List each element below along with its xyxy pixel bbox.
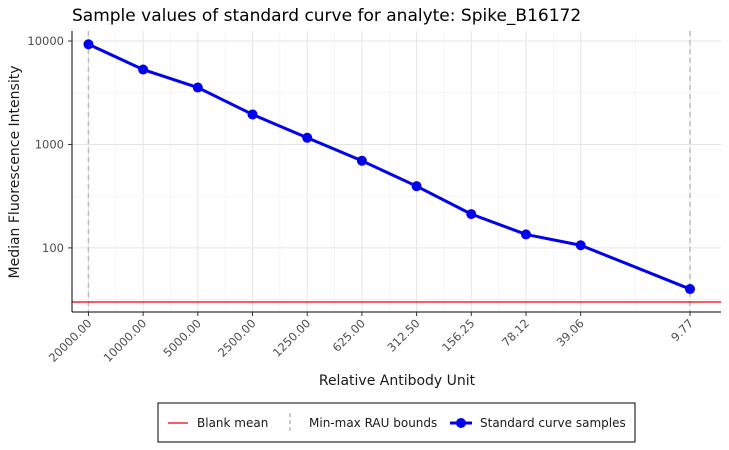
legend-key-series-point <box>456 418 466 428</box>
x-axis-title: Relative Antibody Unit <box>319 373 476 389</box>
x-tick-label: 156.25 <box>439 316 477 354</box>
x-tick-label: 78.12 <box>499 316 532 349</box>
data-point <box>520 229 531 240</box>
rau-bounds <box>87 31 691 312</box>
data-point <box>302 132 313 143</box>
y-axis-title: Median Fluorescence Intensity <box>7 66 23 279</box>
axes <box>71 31 721 313</box>
y-tick-label: 10000 <box>27 34 64 48</box>
legend-box <box>157 402 636 443</box>
x-tick-label: 625.00 <box>330 316 368 354</box>
data-point <box>356 155 367 166</box>
data-point <box>138 64 149 75</box>
legend-label-series: Standard curve samples <box>480 416 626 430</box>
y-tick-label: 100 <box>42 241 64 255</box>
data-point <box>83 39 94 50</box>
x-tick-label: 9.77 <box>668 316 696 344</box>
legend: Blank mean Min-max RAU bounds Standard cur… <box>157 402 636 443</box>
data-point <box>685 284 696 295</box>
data-point <box>192 82 203 93</box>
x-tick-label: 20000.00 <box>46 316 95 365</box>
chart-title: Sample values of standard curve for anal… <box>72 6 581 26</box>
legend-label-rau-bounds: Min-max RAU bounds <box>309 416 437 430</box>
x-tick-label: 5000.00 <box>160 316 204 360</box>
x-tick-label: 312.50 <box>384 316 422 354</box>
data-point <box>575 240 586 251</box>
data-point <box>411 181 422 192</box>
series-layer <box>83 39 696 295</box>
x-tick-label: 1250.00 <box>270 316 314 360</box>
x-tick-label: 2500.00 <box>215 316 259 360</box>
legend-label-blank-mean: Blank mean <box>197 416 268 430</box>
y-tick-label: 1000 <box>35 137 64 151</box>
data-point <box>247 109 258 120</box>
x-tick-label: 39.06 <box>554 316 587 349</box>
data-point <box>466 209 477 220</box>
grid <box>72 31 721 312</box>
x-tick-label: 10000.00 <box>101 316 150 365</box>
